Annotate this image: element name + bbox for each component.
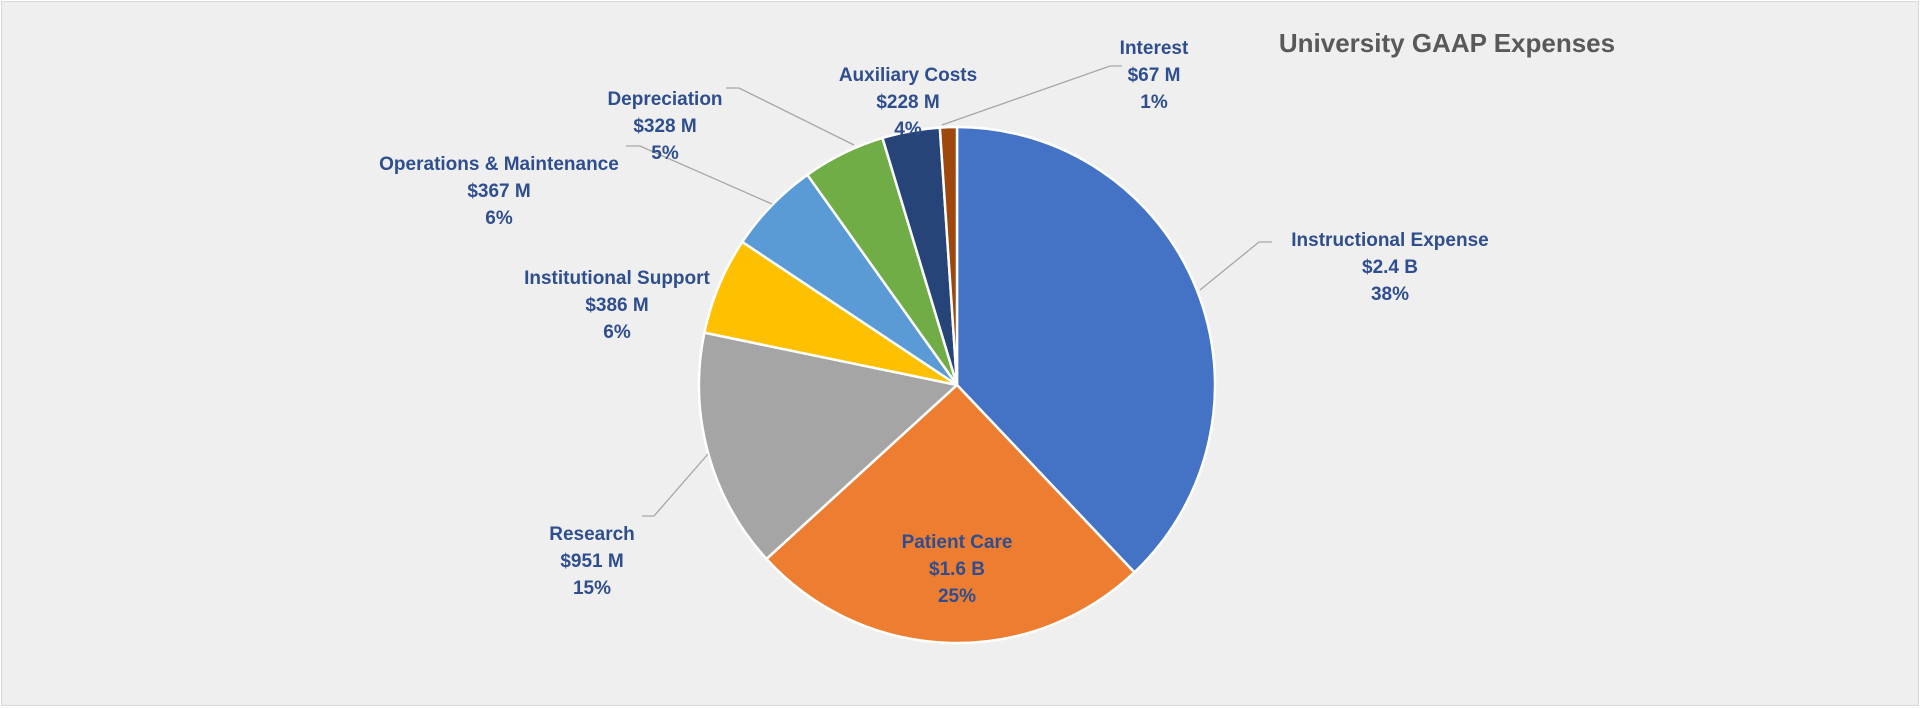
- data-label-percent: 5%: [651, 143, 679, 164]
- data-label-percent: 6%: [603, 322, 631, 343]
- data-label-value: $367 M: [467, 181, 530, 202]
- data-label-auxiliary-costs: Auxiliary Costs $228 M 4%: [839, 65, 977, 140]
- data-labels: Instructional Expense $2.4 B 38% Patient Ca…: [379, 38, 1489, 607]
- data-label-value: $67 M: [1128, 65, 1181, 86]
- pie-slice-instructional-expense: [955, 125, 1217, 574]
- data-label-percent: 6%: [485, 208, 513, 229]
- data-label-value: $228 M: [876, 92, 939, 113]
- data-label-percent: 1%: [1140, 92, 1168, 113]
- data-label-value: $386 M: [585, 295, 648, 316]
- data-label-category: Operations & Maintenance: [379, 154, 619, 175]
- data-label-interest: Interest $67 M 1%: [1120, 38, 1189, 113]
- data-label-operations-and-maintenance: Operations & Maintenance $367 M 6%: [379, 154, 619, 229]
- data-label-category: Instructional Expense: [1291, 230, 1488, 251]
- data-label-percent: 15%: [573, 578, 611, 599]
- leader-line-research: [642, 453, 709, 517]
- data-label-category: Research: [549, 524, 635, 545]
- leader-line-instructional-expense: [1199, 241, 1272, 291]
- pie-slice-interest: [938, 125, 959, 387]
- data-label-category: Institutional Support: [524, 268, 710, 289]
- data-label-category: Patient Care: [902, 532, 1013, 553]
- data-label-instructional-expense: Instructional Expense $2.4 B 38%: [1291, 230, 1488, 305]
- data-label-value: $1.6 B: [929, 559, 985, 580]
- data-label-category: Depreciation: [607, 89, 722, 110]
- data-label-percent: 38%: [1371, 284, 1409, 305]
- leader-lines: [626, 65, 1272, 517]
- pie-slice-patient-care: [765, 383, 1136, 645]
- data-label-research: Research $951 M 15%: [549, 524, 635, 599]
- leader-line-depreciation: [726, 87, 855, 146]
- data-label-value: $951 M: [560, 551, 623, 572]
- chart-title: University GAAP Expenses: [1279, 28, 1615, 58]
- data-label-value: $2.4 B: [1362, 257, 1418, 278]
- data-label-percent: 4%: [894, 119, 922, 140]
- data-label-patient-care: Patient Care $1.6 B 25%: [902, 532, 1013, 607]
- leader-line-interest: [941, 65, 1122, 126]
- data-label-depreciation: Depreciation $328 M 5%: [607, 89, 722, 164]
- pie-slices: [697, 125, 1217, 645]
- data-label-institutional-support: Institutional Support $386 M 6%: [524, 268, 710, 343]
- data-label-category: Interest: [1120, 38, 1189, 59]
- pie-slice-research: [697, 331, 959, 561]
- data-label-value: $328 M: [633, 116, 696, 137]
- data-label-percent: 25%: [938, 586, 976, 607]
- leader-line-operations-and-maintenance: [626, 145, 773, 205]
- data-label-category: Auxiliary Costs: [839, 65, 977, 86]
